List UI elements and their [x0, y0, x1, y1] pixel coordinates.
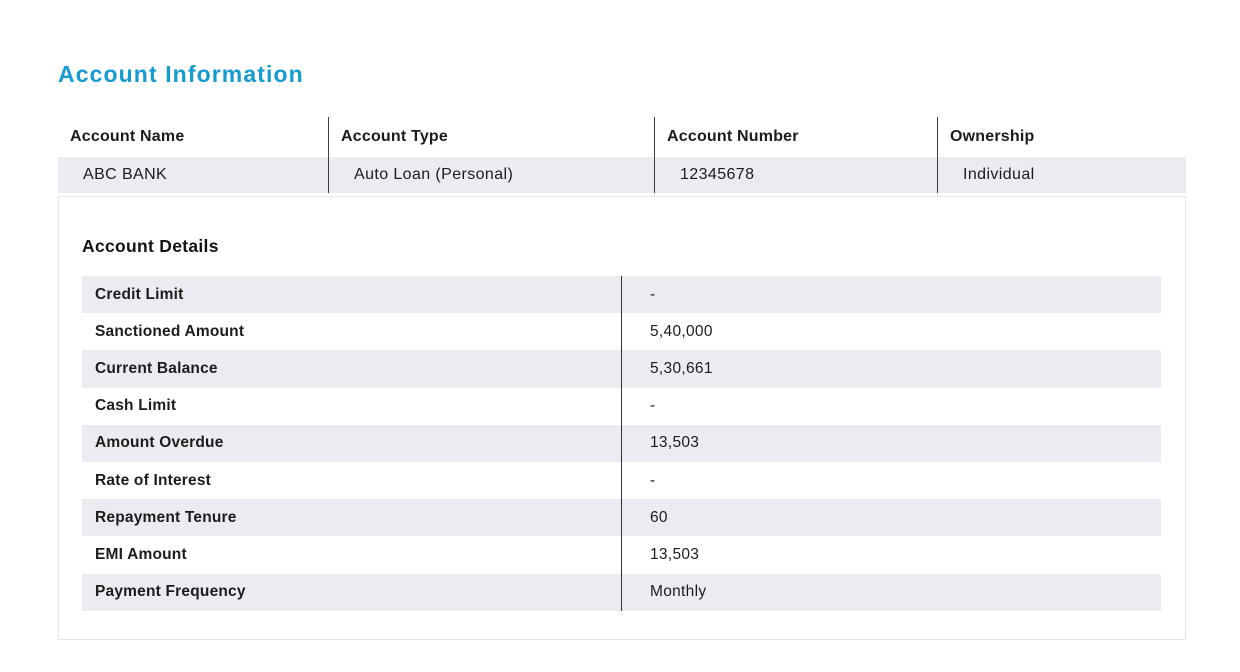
section-title: Account Details	[82, 236, 219, 256]
summary-column-account-name: Account Name ABC BANK	[58, 117, 329, 193]
detail-label: Sanctioned Amount	[82, 313, 622, 351]
column-header: Account Type	[329, 117, 654, 157]
detail-row-payment-frequency: Payment Frequency Monthly	[82, 573, 1161, 611]
column-header: Account Name	[58, 117, 328, 157]
detail-row-rate-of-interest: Rate of Interest -	[82, 461, 1161, 500]
detail-value: -	[650, 471, 656, 489]
detail-value: 60	[650, 508, 668, 526]
account-details-card: Account Details Credit Limit - Sanctione…	[58, 196, 1186, 640]
summary-column-ownership: Ownership Individual	[938, 117, 1186, 193]
account-summary-table: Account Name ABC BANK Account Type Auto …	[58, 117, 1186, 193]
column-value: Individual	[938, 157, 1186, 193]
detail-label: Repayment Tenure	[82, 499, 622, 537]
page-title: Account Information	[58, 61, 304, 87]
detail-value: 13,503	[650, 434, 700, 452]
detail-label: Cash Limit	[82, 387, 622, 425]
detail-value: -	[650, 397, 656, 415]
detail-row-cash-limit: Cash Limit -	[82, 387, 1161, 425]
detail-row-repayment-tenure: Repayment Tenure 60	[82, 499, 1161, 537]
column-value: ABC BANK	[58, 157, 328, 193]
detail-label: EMI Amount	[82, 536, 622, 574]
summary-column-account-number: Account Number 12345678	[655, 117, 938, 193]
detail-label: Payment Frequency	[82, 573, 622, 611]
detail-label: Current Balance	[82, 350, 622, 388]
detail-value: Monthly	[650, 583, 707, 601]
column-header: Ownership	[938, 117, 1186, 157]
column-header: Account Number	[655, 117, 937, 157]
detail-value: 5,40,000	[650, 322, 713, 340]
detail-value: -	[650, 285, 656, 303]
detail-row-current-balance: Current Balance 5,30,661	[82, 350, 1161, 388]
column-value: Auto Loan (Personal)	[329, 157, 654, 193]
detail-value: 13,503	[650, 545, 700, 563]
summary-column-account-type: Account Type Auto Loan (Personal)	[329, 117, 655, 193]
detail-label: Credit Limit	[82, 276, 622, 314]
detail-row-emi-amount: EMI Amount 13,503	[82, 536, 1161, 574]
column-value: 12345678	[655, 157, 937, 193]
detail-label: Amount Overdue	[82, 424, 622, 462]
detail-label: Rate of Interest	[82, 461, 622, 500]
report-content: Account Information Account Name ABC BAN…	[58, 0, 1186, 640]
account-details-table: Credit Limit - Sanctioned Amount 5,40,00…	[82, 276, 1161, 611]
detail-row-amount-overdue: Amount Overdue 13,503	[82, 424, 1161, 462]
detail-value: 5,30,661	[650, 359, 713, 377]
detail-row-credit-limit: Credit Limit -	[82, 276, 1161, 314]
detail-row-sanctioned-amount: Sanctioned Amount 5,40,000	[82, 313, 1161, 351]
